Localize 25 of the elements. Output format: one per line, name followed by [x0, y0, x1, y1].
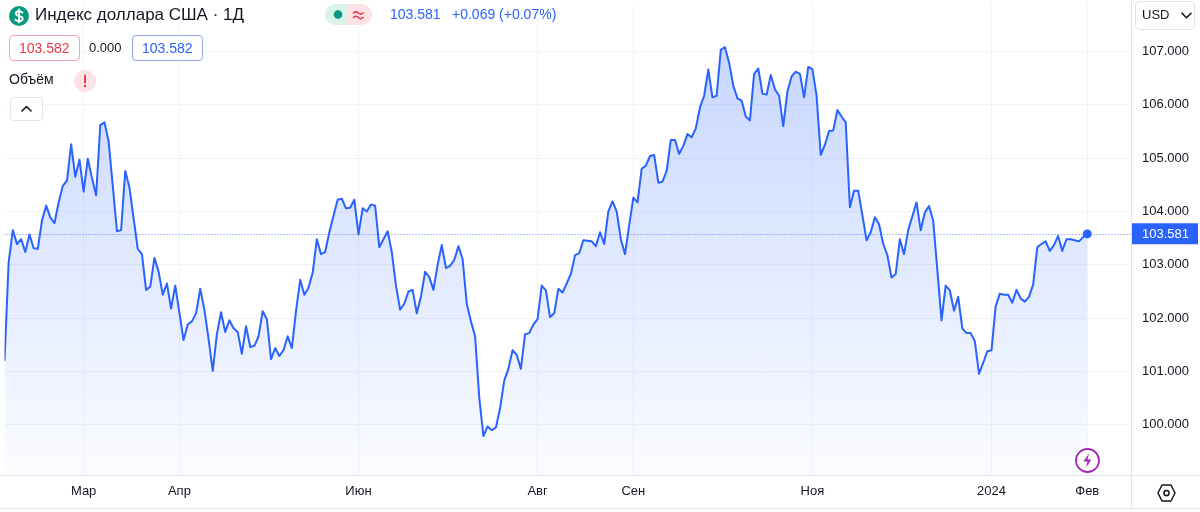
x-tick-label: Июн — [345, 483, 372, 499]
annotation: 0.000 — [89, 40, 122, 56]
x-tick-label: Авг — [527, 483, 548, 499]
x-tick-label: Сен — [621, 483, 646, 499]
y-tick-label: 106.000 — [1142, 96, 1189, 112]
y-tick-label: 102.000 — [1142, 309, 1189, 325]
y-tick-label: 103.000 — [1142, 256, 1189, 272]
annotation: 103.582 — [132, 35, 203, 61]
y-tick-label: 100.000 — [1142, 416, 1189, 432]
text: USD — [1142, 7, 1170, 23]
y-tick-label: 101.000 — [1142, 363, 1189, 379]
x-tick-label: Фев — [1075, 483, 1100, 499]
x-tick-label: Мар — [70, 483, 97, 499]
y-tick-label: 105.000 — [1142, 149, 1189, 165]
annotation: Объём — [9, 71, 54, 87]
y-tick-label: 107.000 — [1142, 43, 1189, 59]
x-tick-label: 2024 — [977, 483, 1006, 499]
chart-title: Индекс доллара США · 1Д — [35, 4, 245, 26]
annotation: 103.581 — [390, 6, 441, 22]
y-tick-label: 104.000 — [1142, 203, 1189, 219]
x-tick-label: Ноя — [800, 483, 825, 499]
ref-line-label: 103.581 — [1142, 225, 1189, 241]
x-tick-label: Апр — [167, 483, 191, 499]
annotation: +0.069 (+0.07%) — [452, 6, 557, 22]
annotation: 103.582 — [9, 35, 80, 61]
